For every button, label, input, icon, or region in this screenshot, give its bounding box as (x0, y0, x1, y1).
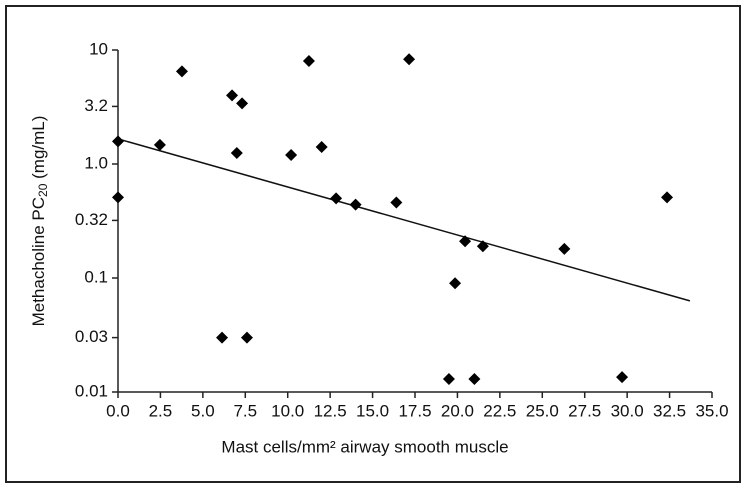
point (442, 373, 455, 386)
point (468, 373, 481, 386)
x-tick-label: 0.0 (106, 401, 130, 420)
point (153, 138, 166, 151)
y-tick-label: 0.1 (84, 267, 108, 286)
point (558, 242, 571, 255)
x-tick-label: 22.5 (483, 401, 516, 420)
y-tick-label: 3.2 (84, 96, 108, 115)
point (230, 146, 243, 159)
point (216, 331, 229, 344)
point (112, 191, 124, 204)
y-label-sub: 20 (36, 183, 50, 197)
point (476, 240, 489, 253)
point (390, 196, 403, 209)
x-tick-label: 7.5 (233, 401, 257, 420)
x-tick-label: 15.0 (356, 401, 389, 420)
point (330, 192, 343, 205)
point (285, 148, 298, 161)
point (449, 277, 462, 290)
x-tick-label: 2.5 (149, 401, 173, 420)
point (226, 89, 239, 102)
x-tick-label: 27.5 (568, 401, 601, 420)
point (175, 65, 188, 78)
y-tick-label: 0.01 (75, 381, 108, 400)
point (349, 198, 362, 211)
y-tick-label: 1.0 (84, 153, 108, 172)
x-tick-label: 10.0 (271, 401, 304, 420)
trendline (117, 138, 691, 302)
x-tick-label: 12.5 (314, 401, 347, 420)
y-label-main: Methacholine PC (29, 197, 48, 326)
y-axis-label: Methacholine PC20 (mg/mL) (29, 116, 50, 327)
y-tick-label: 10 (89, 39, 108, 58)
point (661, 191, 674, 204)
x-tick-label: 35.0 (695, 401, 728, 420)
point (459, 235, 472, 248)
x-tick-label: 30.0 (611, 401, 644, 420)
x-tick-label: 5.0 (191, 401, 215, 420)
x-tick-label: 25.0 (526, 401, 559, 420)
point (616, 371, 629, 384)
y-tick-label: 0.03 (75, 327, 108, 346)
x-tick-label: 17.5 (398, 401, 431, 420)
y-label-rest: (mg/mL) (29, 116, 48, 184)
point (302, 55, 315, 68)
point (236, 97, 249, 110)
y-tick-label: 0.32 (75, 210, 108, 229)
frame (5, 5, 741, 483)
point (112, 135, 124, 148)
x-tick-label: 20.0 (441, 401, 474, 420)
point (240, 331, 253, 344)
x-axis-label: Mast cells/mm² airway smooth muscle (221, 437, 508, 456)
point (403, 53, 416, 66)
point (315, 140, 328, 153)
x-tick-label: 32.5 (653, 401, 686, 420)
